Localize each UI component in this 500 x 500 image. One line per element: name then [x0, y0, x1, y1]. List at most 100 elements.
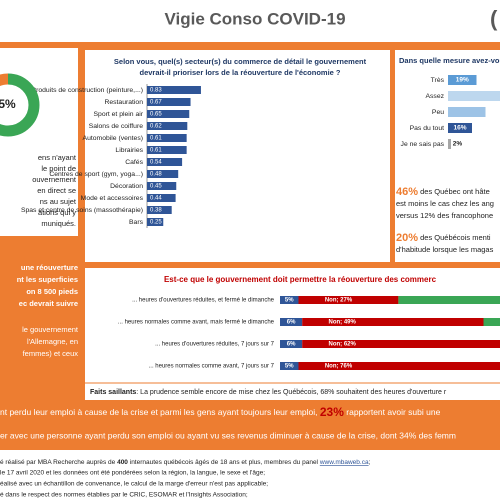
category-label: Restauration: [104, 99, 143, 106]
bar-segment: [302, 340, 500, 348]
category-label: Décoration: [110, 183, 143, 190]
category-label: Cafés: [125, 159, 143, 166]
footer-text: internautes québécois âgés de 18 ans et …: [128, 459, 320, 466]
bottom-line: er avec une personne ayant perdu son emp…: [0, 430, 456, 440]
bar: [147, 134, 187, 142]
category-label: Peu: [432, 109, 444, 116]
category-label: Produits de construction (peinture,...): [32, 87, 143, 94]
value-label: Non; 62%: [329, 342, 357, 348]
footer-line: le 17 avril 2020 et les données ont été …: [0, 470, 265, 477]
value-label: Non; 76%: [325, 364, 353, 370]
bar-segment: [298, 362, 500, 370]
value-label: 0.45: [150, 184, 162, 190]
bar: [147, 194, 176, 202]
footer-text: é réalisé par MBA Recherche auprès de: [0, 459, 117, 466]
stat-line: versus 12% des francophone: [396, 211, 493, 220]
donut-segment: [0, 73, 9, 87]
bar-segment: [298, 296, 399, 304]
value-label: Non; 27%: [325, 298, 353, 304]
reopening-panel: [85, 268, 500, 400]
bar-segment: [280, 340, 303, 348]
left-text: ens n'ayant le point de ouvernement en dire…: [32, 153, 77, 228]
note-line: le gouvernement: [22, 325, 79, 334]
category-label: Très: [431, 77, 445, 84]
category-label: Assez: [425, 93, 444, 100]
value-label: 6%: [287, 342, 296, 348]
note-line: ec devrait suivre: [19, 299, 78, 308]
value-label: 0.62: [150, 124, 162, 130]
bar-segment: [302, 318, 484, 326]
bar: [147, 170, 179, 178]
category-label: Automobile (ventes): [83, 135, 143, 142]
stat-text: des Québécois menti: [418, 233, 491, 242]
footer-link[interactable]: www.mbaweb.ca: [319, 459, 369, 466]
highlights-text: : La prudence semble encore de mise chez…: [136, 389, 447, 396]
value-label: 0.65: [150, 112, 162, 118]
value-label: 0.83: [150, 88, 162, 94]
category-label: ... heures normales comme avant, 7 jours…: [149, 364, 275, 370]
value-label: 0.54: [150, 160, 162, 166]
category-label: Je ne sais pas: [401, 141, 445, 148]
category-label: Salons de coiffure: [89, 123, 144, 130]
sector-title: devrait-il prioriser lors de la réouvert…: [139, 68, 340, 77]
bar: [147, 122, 188, 130]
stat-line: est moins le cas chez les ang: [396, 199, 494, 208]
category-label: ... heures d'ouvertures réduites, et fer…: [132, 298, 275, 304]
footer-bold: 400: [117, 459, 128, 466]
measure-title: Dans quelle mesure avez-vou: [399, 56, 500, 65]
value-label: 6%: [287, 320, 296, 326]
left-line: ns au sujet: [40, 197, 77, 206]
stat-line: 20% des Québécois menti: [396, 232, 491, 244]
reopening-title: Est-ce que le gouvernement doit permettr…: [164, 275, 437, 284]
bar: [147, 86, 201, 94]
stat-highlight: 20%: [396, 232, 418, 244]
bottom-highlight: 23%: [320, 405, 344, 419]
bar-segment: [483, 318, 500, 326]
bar: [448, 107, 486, 117]
note-line: femmes) et ceux: [23, 349, 79, 358]
footer-line: é dans le respect des normes établies pa…: [0, 492, 248, 499]
note-line: nt les superficies: [17, 275, 78, 284]
footer: le 17 avril 2020 et les données ont été …: [0, 470, 268, 499]
bar: [147, 206, 172, 214]
highlights: Faits saillants: La prudence semble enco…: [90, 389, 447, 396]
bar: [147, 146, 187, 154]
bottom-text: nt perdu leur emploi à cause de la crise…: [0, 407, 320, 417]
bar-segment: [280, 296, 299, 304]
value-label: 19%: [456, 77, 469, 84]
footer-line: éalisé avec un échantillon de convenance…: [0, 481, 268, 488]
title: Vigie Conso COVID-19: [164, 9, 345, 28]
left-notes: une réouverture nt les superficies on 8 50…: [17, 263, 79, 358]
value-label: 0.38: [150, 208, 162, 214]
bar: [448, 91, 500, 101]
value-label: 0.61: [150, 148, 162, 154]
category-label: Bars: [129, 219, 144, 226]
category-label: Sport et plein air: [94, 111, 144, 118]
logo: (: [490, 6, 498, 31]
footer-band: [0, 450, 500, 500]
bar: [147, 218, 164, 226]
left-line: le point de: [41, 164, 76, 173]
category-label: ... heures normales comme avant, mais fe…: [118, 320, 275, 326]
note-line: une réouverture: [21, 263, 78, 272]
bar-segment: [280, 362, 299, 370]
category-label: Librairies: [115, 147, 143, 154]
category-label: Centres de sport (gym, yoga...): [49, 171, 143, 178]
left-line: ens n'ayant: [38, 153, 77, 162]
note-line: l'Allemagne, en: [27, 337, 78, 346]
bottom-text: rapportent avoir subi une: [344, 407, 441, 417]
stat-text: des Québec ont hâte: [418, 187, 490, 196]
value-label: 0.61: [150, 136, 162, 142]
value-label: 5%: [285, 298, 294, 304]
donut-label: 5%: [0, 97, 16, 111]
bar: [448, 123, 472, 133]
category-label: Spas et centre de soins (massothérapie): [21, 207, 143, 214]
bar: [448, 75, 477, 85]
stat-line: 46% des Québec ont hâte: [396, 186, 490, 198]
stat-line: d'habitude lorsque les magas: [396, 245, 494, 254]
category-label: Pas du tout: [410, 125, 444, 132]
left-line: en direct se: [37, 186, 76, 195]
value-label: 16%: [453, 125, 466, 132]
